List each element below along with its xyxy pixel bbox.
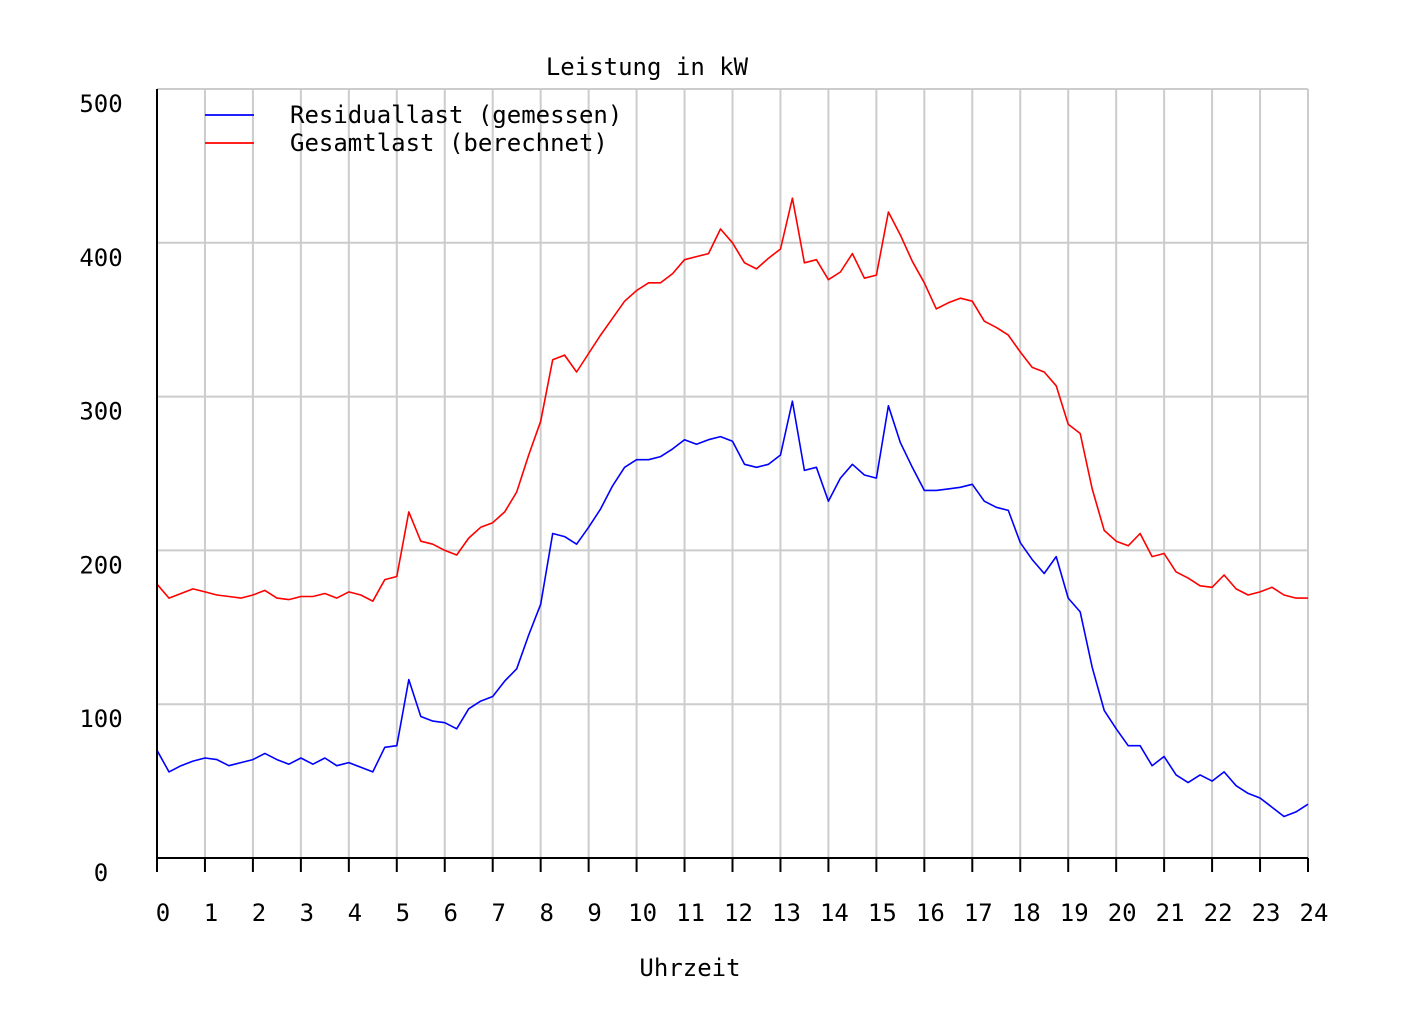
- x-tick-label-12: 12: [724, 899, 753, 927]
- y-tick-label-3: 300: [79, 398, 122, 426]
- x-tick-label-22: 22: [1204, 899, 1233, 927]
- x-tick-label-5: 5: [396, 899, 410, 927]
- x-tick-label-1: 1: [204, 899, 218, 927]
- series-line-0: [156, 400, 1309, 818]
- x-axis-label: Uhrzeit: [639, 954, 740, 982]
- x-tick-label-10: 10: [628, 899, 657, 927]
- x-tick-label-3: 3: [300, 899, 314, 927]
- series-layer: [156, 197, 1309, 818]
- x-tick-label-21: 21: [1156, 899, 1185, 927]
- x-tick-label-13: 13: [772, 899, 801, 927]
- x-tick-label-15: 15: [868, 899, 897, 927]
- x-tick-label-24: 24: [1300, 899, 1329, 927]
- x-tick-label-11: 11: [676, 899, 705, 927]
- x-tick-label-2: 2: [252, 899, 266, 927]
- x-tick-label-23: 23: [1252, 899, 1281, 927]
- x-tick-label-7: 7: [491, 899, 505, 927]
- series-line-1: [156, 197, 1308, 602]
- vertical-grid: [156, 89, 1309, 858]
- y-tick-label-2: 200: [79, 551, 122, 579]
- legend-label-0: Residuallast (gemessen): [290, 101, 622, 129]
- legend-label-1: Gesamtlast (berechnet): [290, 129, 608, 157]
- y-tick-label-5: 500: [79, 90, 122, 118]
- x-tick-label-4: 4: [348, 899, 362, 927]
- legend: Residuallast (gemessen)Gesamtlast (berec…: [205, 101, 622, 157]
- x-tick-label-8: 8: [539, 899, 553, 927]
- y-tick-label-4: 400: [79, 244, 122, 272]
- x-tick-label-0: 0: [156, 899, 170, 927]
- y-tick-label-1: 100: [79, 705, 122, 733]
- x-tick-labels: 0 1 2 3 4 5 6 7 8 9 10 11 12 13 14 15 16 17 18 19 20 21 22 23 24: [156, 858, 1329, 927]
- x-tick-label-17: 17: [964, 899, 993, 927]
- y-tick-labels: 0 100 200 300 400 500: [79, 90, 122, 887]
- x-tick-label-19: 19: [1060, 899, 1089, 927]
- x-tick-label-14: 14: [820, 899, 849, 927]
- x-tick-label-6: 6: [444, 899, 458, 927]
- y-tick-label-0: 0: [94, 859, 108, 887]
- x-tick-label-16: 16: [916, 899, 945, 927]
- x-tick-label-9: 9: [587, 899, 601, 927]
- x-tick-label-20: 20: [1108, 899, 1137, 927]
- x-tick-label-18: 18: [1012, 899, 1041, 927]
- chart-title: Leistung in kW: [546, 53, 749, 81]
